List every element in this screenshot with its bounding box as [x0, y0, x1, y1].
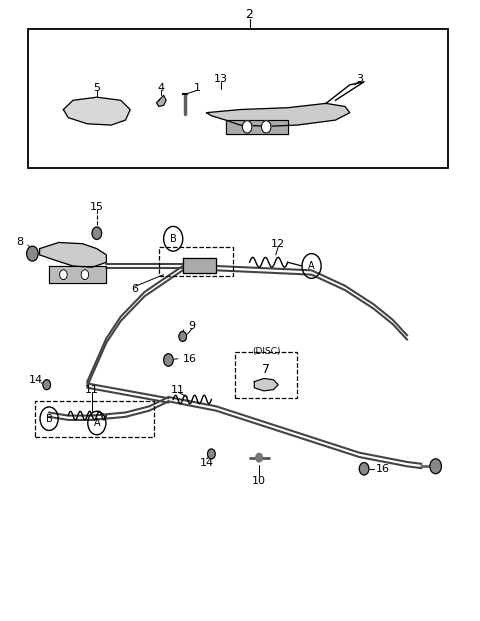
Polygon shape: [183, 258, 216, 273]
Text: 4: 4: [158, 83, 165, 93]
Text: 15: 15: [90, 202, 104, 212]
Text: 11: 11: [171, 384, 185, 394]
Text: (DISC): (DISC): [252, 347, 280, 356]
Text: A: A: [308, 261, 315, 271]
Polygon shape: [226, 120, 288, 134]
Circle shape: [164, 354, 173, 366]
Text: 2: 2: [246, 9, 253, 22]
Circle shape: [430, 459, 442, 474]
Polygon shape: [63, 97, 130, 125]
Circle shape: [262, 120, 271, 133]
Text: 8: 8: [16, 237, 23, 248]
Circle shape: [179, 332, 187, 342]
Text: 9: 9: [189, 321, 196, 331]
Circle shape: [360, 463, 369, 475]
Circle shape: [242, 120, 252, 133]
Polygon shape: [49, 266, 107, 283]
Text: 13: 13: [214, 74, 228, 84]
Text: B: B: [170, 233, 177, 244]
Text: 14: 14: [200, 458, 214, 468]
Circle shape: [43, 379, 50, 389]
Text: 10: 10: [252, 476, 266, 486]
Text: 5: 5: [93, 83, 100, 93]
Text: 11: 11: [85, 384, 99, 394]
Text: 7: 7: [262, 363, 270, 376]
Polygon shape: [206, 103, 350, 126]
Text: 6: 6: [132, 284, 139, 294]
Circle shape: [92, 227, 102, 240]
Circle shape: [256, 453, 263, 462]
Circle shape: [81, 270, 89, 279]
Text: 3: 3: [356, 74, 363, 84]
Text: 12: 12: [271, 238, 285, 249]
Text: 16: 16: [376, 464, 390, 474]
Polygon shape: [39, 242, 107, 267]
Text: 16: 16: [183, 354, 197, 364]
Polygon shape: [254, 379, 278, 391]
Text: B: B: [46, 414, 52, 424]
Text: 14: 14: [29, 375, 43, 386]
Text: A: A: [94, 418, 100, 428]
Polygon shape: [156, 96, 166, 106]
Circle shape: [60, 270, 67, 279]
Circle shape: [27, 246, 38, 261]
Text: 1: 1: [193, 83, 201, 93]
Circle shape: [207, 449, 215, 459]
